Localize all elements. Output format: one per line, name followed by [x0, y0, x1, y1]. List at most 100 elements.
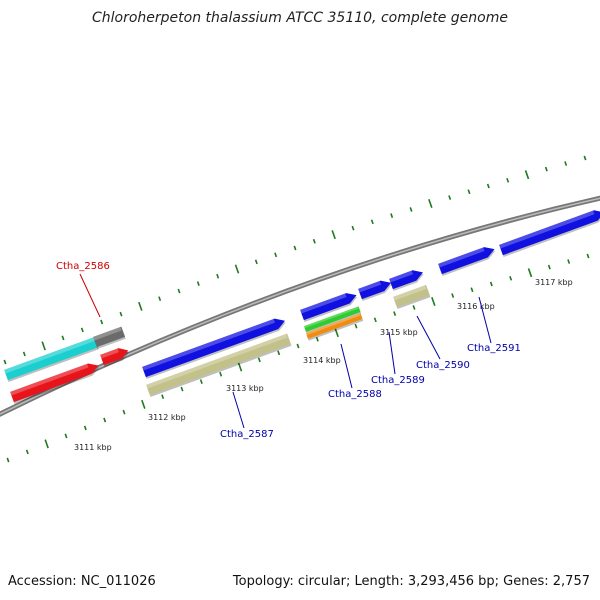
gene-label: Ctha_2587	[220, 429, 274, 440]
outer-ring-minor-tick	[506, 177, 510, 183]
outer-ring-minor-tick	[486, 183, 490, 189]
outer-ring-minor-tick	[22, 351, 26, 357]
outer-ring-minor-tick	[370, 219, 374, 225]
inner-ring-minor-tick	[470, 287, 474, 293]
backbone-arc	[0, 195, 600, 417]
outer-ring-minor-tick	[351, 225, 355, 231]
tick-label: 3114 kbp	[303, 356, 341, 365]
outer-ring-minor-tick	[312, 238, 316, 244]
gene-feature	[358, 280, 392, 302]
gene-feature	[389, 270, 424, 292]
gene-label: Ctha_2589	[371, 375, 425, 386]
inner-ring-major-tick	[334, 328, 339, 338]
inner-ring-minor-tick	[180, 386, 184, 392]
inner-ring-minor-tick	[219, 371, 223, 377]
outer-ring-minor-tick	[254, 259, 258, 265]
inner-ring-minor-tick	[373, 317, 377, 323]
inner-ring-major-tick	[141, 399, 146, 409]
outer-ring-minor-tick	[448, 195, 452, 200]
map-title: Chloroherpeton thalassium ATCC 35110, co…	[92, 10, 508, 26]
outer-ring-major-tick	[524, 170, 530, 180]
outer-ring-minor-tick	[409, 207, 413, 212]
inner-ring-major-tick	[237, 362, 243, 372]
inner-ring-minor-tick	[6, 457, 10, 463]
labels: 3111 kbp 3112 kbp 3113 kbp 3114 kbp 3115 kbp…	[56, 261, 573, 452]
inner-ring-minor-tick	[122, 409, 126, 415]
gene-label: Ctha_2590	[416, 360, 470, 371]
gene-leader-line	[416, 315, 441, 360]
accession-text: Accession: NC_011026	[8, 574, 156, 589]
inner-ring-minor-tick	[567, 259, 571, 264]
inner-ring-minor-tick	[586, 253, 590, 259]
inner-ring-major-tick	[431, 296, 436, 306]
inner-ring-minor-tick	[451, 293, 455, 298]
outer-ring-minor-tick	[216, 273, 220, 279]
backbone-highlight	[0, 197, 600, 415]
inner-ring-minor-tick	[161, 394, 165, 400]
outer-tick-ring	[3, 155, 587, 365]
gene-leader-line	[340, 343, 353, 389]
gene-feature	[4, 336, 99, 383]
gene-feature	[393, 284, 431, 310]
outer-ring-minor-tick	[583, 155, 587, 161]
inner-ring-minor-tick	[315, 336, 319, 342]
outer-ring-minor-tick	[564, 161, 568, 166]
outer-ring-major-tick	[138, 301, 143, 311]
inner-ring-minor-tick	[296, 343, 300, 349]
features	[4, 210, 600, 405]
outer-ring-minor-tick	[390, 213, 394, 218]
inner-ring-minor-tick	[393, 311, 397, 316]
outer-ring-minor-tick	[3, 359, 7, 365]
inner-ring-minor-tick	[25, 449, 29, 455]
outer-ring-minor-tick	[196, 281, 200, 286]
gene-feature	[93, 326, 126, 350]
tick-label: 3115 kbp	[380, 328, 418, 337]
inner-ring-minor-tick	[199, 379, 203, 384]
inner-ring-minor-tick	[64, 433, 68, 439]
inner-ring-minor-tick	[489, 281, 493, 287]
outer-ring-minor-tick	[293, 245, 297, 251]
tick-label: 3111 kbp	[74, 443, 112, 452]
gene-feature	[303, 306, 362, 334]
gene-feature	[499, 210, 600, 258]
outer-ring-minor-tick	[274, 252, 278, 258]
gene-feature	[142, 318, 286, 380]
outer-ring-major-tick	[41, 341, 46, 351]
inner-ring-minor-tick	[257, 357, 261, 363]
outer-ring-minor-tick	[467, 189, 471, 195]
gene-feature	[100, 348, 129, 368]
outer-ring-major-tick	[331, 230, 336, 240]
gene-leader-line	[478, 296, 492, 344]
outer-ring-minor-tick	[61, 335, 65, 341]
outer-ring-minor-tick	[177, 288, 181, 294]
outer-ring-minor-tick	[100, 319, 104, 325]
gene-leader-line	[388, 331, 396, 375]
gene-feature	[146, 333, 292, 398]
gene-feature	[438, 247, 496, 277]
tick-label: 3117 kbp	[535, 278, 573, 287]
tick-label: 3112 kbp	[148, 413, 186, 422]
inner-ring-minor-tick	[547, 264, 551, 270]
tick-label: 3116 kbp	[457, 302, 495, 311]
inner-ring-minor-tick	[277, 350, 281, 356]
inner-ring-minor-tick	[509, 275, 513, 281]
gene-label: Ctha_2588	[328, 389, 382, 400]
outer-ring-major-tick	[428, 198, 433, 208]
gene-feature	[10, 363, 100, 405]
backbone	[0, 195, 600, 417]
inner-ring-minor-tick	[103, 417, 107, 423]
gene-label: Ctha_2591	[467, 343, 521, 354]
outer-ring-minor-tick	[544, 166, 548, 172]
outer-ring-minor-tick	[119, 311, 123, 317]
gene-feature	[300, 293, 358, 323]
tick-label: 3113 kbp	[226, 384, 264, 393]
outer-ring-minor-tick	[80, 327, 84, 333]
inner-tick-ring	[6, 253, 590, 463]
inner-ring-major-tick	[527, 268, 533, 278]
inner-ring-minor-tick	[83, 425, 87, 431]
gene-leader-line	[232, 391, 245, 429]
outer-ring-major-tick	[234, 264, 240, 274]
inner-ring-minor-tick	[412, 305, 416, 310]
genome-stats-text: Topology: circular; Length: 3,293,456 bp…	[232, 574, 590, 589]
